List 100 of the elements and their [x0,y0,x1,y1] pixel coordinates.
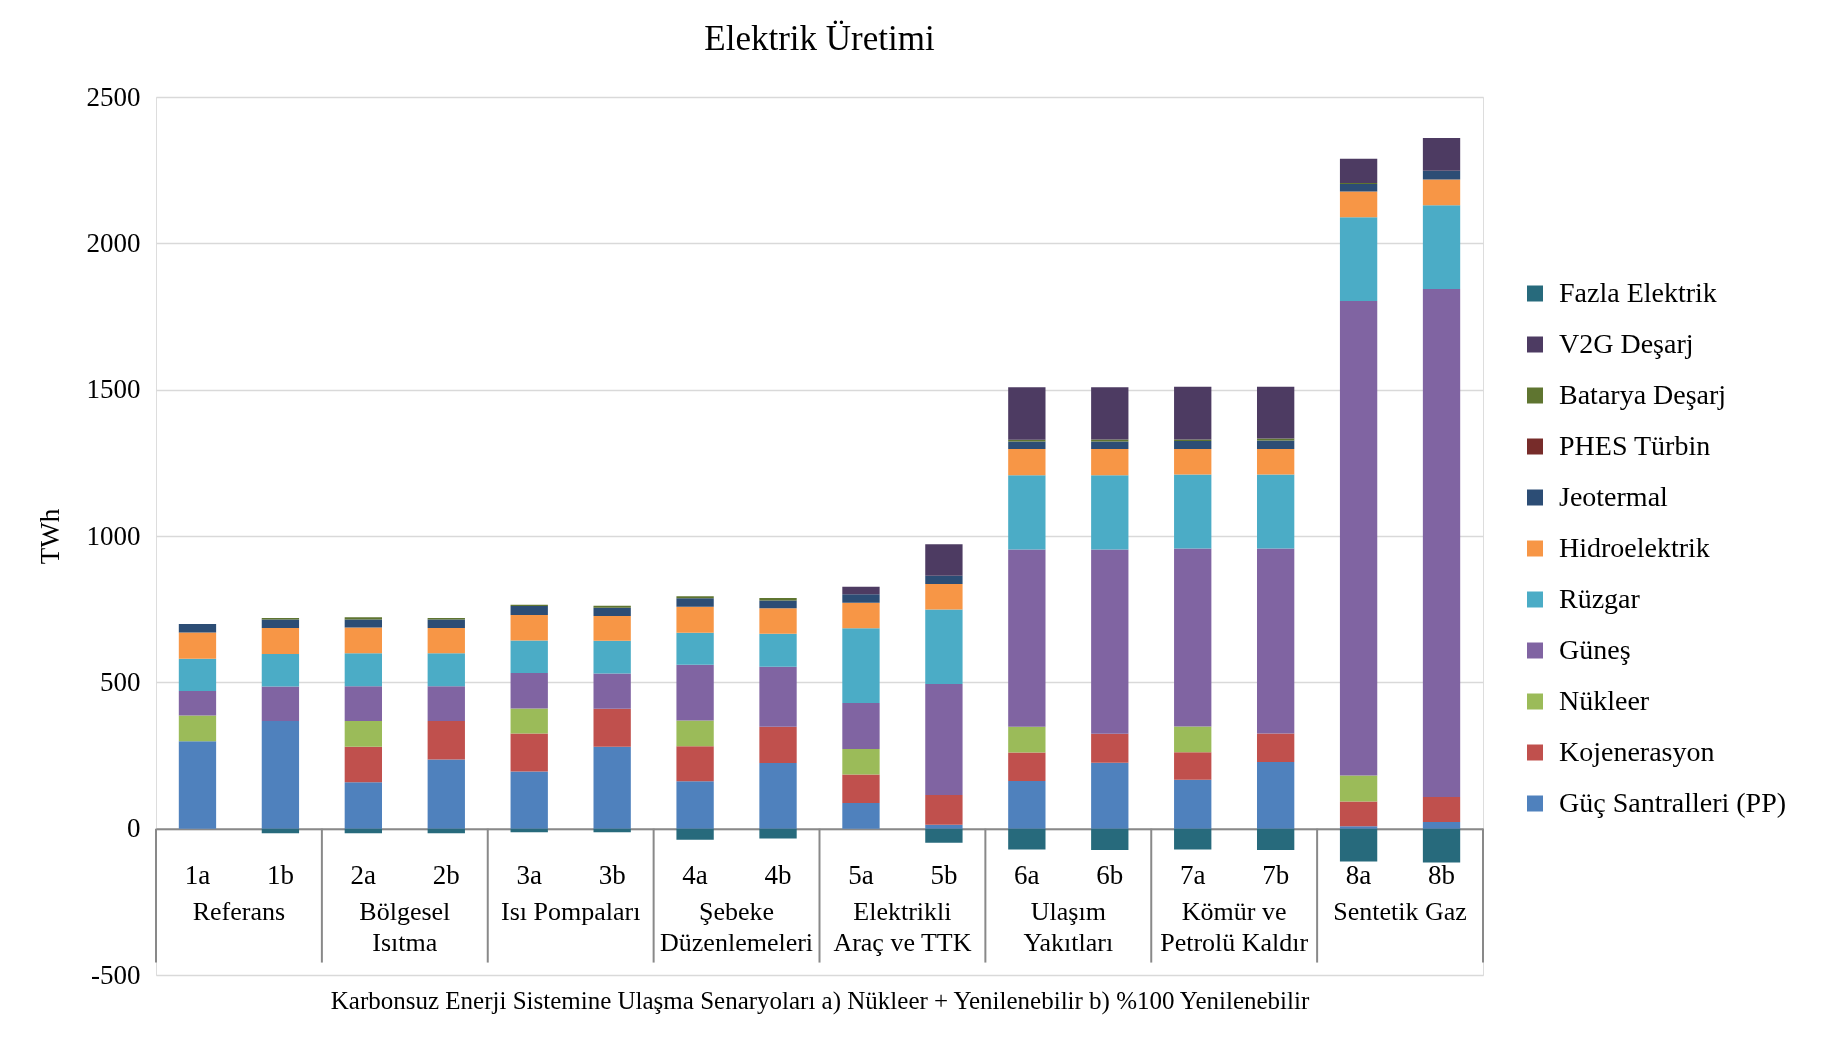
bar [925,684,963,796]
bar [1008,752,1046,781]
bar [759,666,797,727]
bar [759,763,797,829]
bar [1091,441,1129,450]
bar [178,658,217,692]
bar [1091,387,1129,440]
bar [842,602,880,629]
bar [1257,386,1295,439]
bar [925,609,963,685]
bar [1339,158,1378,184]
bar [1339,775,1378,802]
bar [1091,439,1129,442]
bar [759,608,797,634]
bar [676,598,714,607]
bar [759,633,797,667]
bar [593,640,631,674]
bar [676,596,714,599]
bar [427,653,465,687]
y-tick-label: 0 [127,813,141,844]
bar [842,628,880,704]
bar [1339,217,1378,301]
bar [676,720,714,747]
bar [178,624,217,633]
bar [676,632,714,665]
bar [1008,449,1046,476]
x-tick-label: 6a [1014,860,1040,891]
x-axis-title: Karbonsuz Enerji Sistemine Ulaşma Senaryoları a) Nükleer + Yenilenebilir b) %100 Yenilenebilir [330,986,1310,1015]
bar [344,653,382,687]
bar [1422,179,1461,206]
bar [925,795,963,825]
bar [1422,288,1461,798]
legend-label: Rüzgar [1559,582,1641,614]
bar [1091,828,1129,851]
y-tick-label: 1500 [86,374,141,405]
legend-label: Jeotermal [1559,480,1669,512]
x-tick-label: 1b [266,860,294,891]
bar [1174,440,1212,450]
bar [1422,205,1461,289]
x-tick-label: 8b [1428,860,1456,891]
bar [427,627,465,654]
bar [593,746,631,829]
x-tick-label: 5b [930,860,958,891]
bar [1174,548,1212,727]
bar [1091,475,1129,550]
bar [925,584,963,610]
x-tick-label: 3b [598,860,626,891]
bar [1174,474,1212,549]
bar [925,575,963,584]
bar [344,627,382,654]
bar [1422,821,1461,829]
bar [344,617,382,620]
y-tick-label: 2500 [86,81,141,112]
y-tick-label: 2000 [86,227,141,258]
y-tick-label: 1000 [86,520,141,551]
bar [1008,387,1046,440]
bar [1422,828,1461,863]
annotation: Elektrikli Araç ve TTK [833,896,972,957]
bar [925,544,963,576]
bar [1091,733,1129,763]
x-tick-label: 3a [516,860,542,891]
annotation: Bölgesel Isıtma [359,896,451,957]
bar [842,594,880,603]
bar [1422,137,1461,171]
bar [344,746,382,783]
bar [1174,828,1212,850]
annotation: Isı Pompaları [501,896,641,926]
bar [178,632,217,659]
bar [510,605,548,616]
annotation: Kömür ve Petrolü Kaldır [1160,896,1309,957]
bar [1174,449,1212,475]
bar [1257,440,1295,450]
legend-label: Kojenerasyon [1559,735,1715,767]
bar [676,781,714,829]
bar [1339,801,1378,827]
x-tick-label: 7b [1262,860,1290,891]
bar [1339,828,1378,862]
bar [261,720,300,829]
bar [759,828,797,839]
bar [427,759,465,829]
legend-label: Fazla Elektrik [1559,276,1717,308]
bar [1257,548,1295,734]
bar [925,828,963,843]
bar [1008,441,1046,450]
bar [344,720,382,747]
bar [676,606,714,633]
bar [1091,549,1129,734]
bar [1422,170,1461,180]
bar [261,627,300,654]
bar [676,664,714,721]
bar [178,741,217,829]
bar [1174,752,1212,780]
bar [178,715,217,742]
legend-label: PHES Türbin [1559,429,1711,461]
bar [344,619,382,628]
bar [925,824,963,829]
bar [261,686,300,721]
x-tick-label: 8a [1345,860,1372,891]
bar [759,726,797,764]
x-tick-label: 6b [1096,860,1124,891]
